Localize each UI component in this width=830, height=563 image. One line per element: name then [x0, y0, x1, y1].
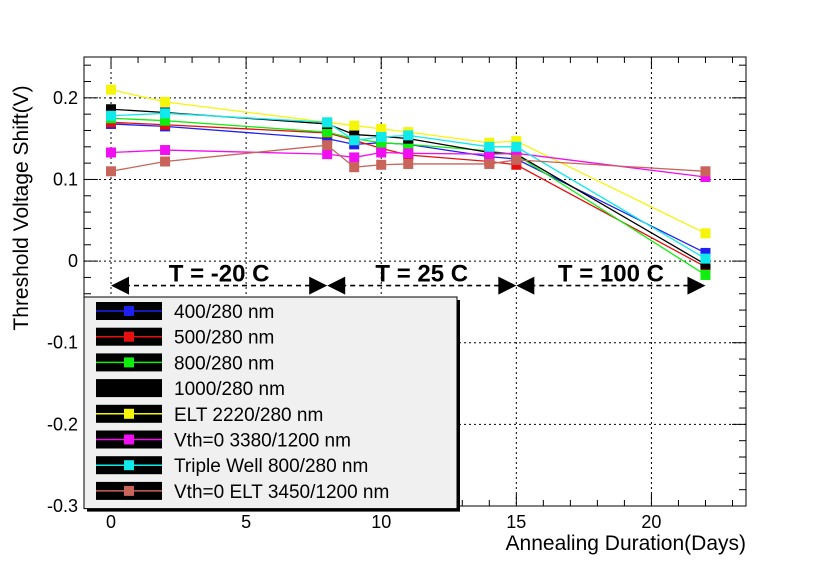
data-point: [700, 259, 711, 270]
x-tick-label: 10: [371, 512, 391, 532]
data-point: [403, 130, 414, 141]
data-point: [322, 117, 333, 128]
data-point: [160, 115, 171, 126]
x-tick-label: 5: [241, 512, 251, 532]
legend-swatch-marker: [124, 306, 134, 316]
data-point: [403, 148, 414, 159]
data-point: [700, 228, 711, 239]
data-point: [511, 136, 522, 147]
period-label: T = -20 C: [169, 261, 270, 288]
y-tick-label: 0.1: [53, 169, 78, 189]
x-tick-label: 0: [106, 512, 116, 532]
legend-label: Vth=0 ELT 3450/1200 nm: [174, 482, 389, 503]
data-point: [106, 110, 117, 121]
data-point: [376, 147, 387, 158]
data-point: [322, 133, 333, 144]
data-point: [376, 159, 387, 170]
data-point: [403, 139, 414, 150]
data-point: [700, 166, 711, 177]
data-point: [511, 154, 522, 165]
data-point: [322, 127, 333, 138]
legend: 400/280 nm 500/280 nm 800/280 nm 1000/280 n…: [83, 296, 460, 512]
data-point: [484, 141, 495, 152]
data-point: [700, 269, 711, 280]
data-point: [700, 172, 711, 183]
data-point: [349, 129, 360, 140]
data-point: [106, 84, 117, 95]
legend-label: 400/280 nm: [174, 302, 274, 323]
y-tick-label: -0.2: [47, 414, 78, 434]
data-point: [160, 145, 171, 156]
period-label: T = 100 C: [558, 261, 664, 288]
data-point: [349, 162, 360, 173]
legend-swatch-marker: [124, 434, 134, 445]
y-tick-label: 0: [68, 251, 78, 271]
data-point: [106, 104, 117, 115]
data-point: [403, 158, 414, 169]
data-point: [511, 141, 522, 152]
legend-label: Triple Well 800/280 nm: [174, 456, 368, 477]
data-point: [376, 137, 387, 148]
data-point: [511, 148, 522, 159]
period-arrow-right: [498, 276, 517, 295]
legend-label: 800/280 nm: [174, 353, 274, 374]
legend-swatch-marker: [124, 383, 134, 394]
period-arrow-right: [687, 276, 706, 295]
legend-swatch-marker: [124, 485, 134, 496]
x-axis-title: Annealing Duration(Days): [506, 532, 746, 555]
y-axis-title: Threshold Voltage Shift(V): [10, 85, 33, 330]
legend-swatch-marker: [124, 408, 134, 419]
period-arrow-right: [309, 276, 328, 295]
period-arrow-left: [516, 276, 535, 295]
annealing-periods: T = -20 C T = 25 C T = 100 C: [111, 261, 706, 295]
data-point: [484, 149, 495, 160]
data-point: [160, 156, 171, 167]
data-point: [322, 140, 333, 151]
data-point: [349, 135, 360, 146]
legend-swatch-marker: [124, 460, 134, 471]
legend-label: ELT 2220/280 nm: [174, 405, 323, 426]
data-point: [106, 147, 117, 158]
data-point: [376, 132, 387, 143]
data-point: [106, 166, 117, 177]
x-tick-label: 15: [506, 512, 526, 532]
period-label: T = 25 C: [375, 261, 468, 288]
legend-label: 500/280 nm: [174, 328, 274, 349]
data-point: [160, 108, 171, 119]
data-point: [322, 149, 333, 160]
y-tick-label: -0.3: [47, 496, 78, 516]
y-tick-label: -0.1: [47, 333, 78, 353]
period-arrow-left: [327, 276, 346, 295]
y-tick-label: 0.2: [53, 88, 78, 108]
data-point: [160, 96, 171, 107]
data-point: [484, 158, 495, 169]
legend-label: Vth=0 3380/1200 nm: [174, 431, 351, 452]
data-point: [376, 123, 387, 134]
data-point: [349, 152, 360, 163]
data-point: [700, 247, 711, 258]
x-tick-label: 20: [641, 512, 661, 532]
series-group: [106, 84, 711, 280]
period-arrow-left: [111, 276, 130, 295]
legend-label: 1000/280 nm: [174, 379, 285, 400]
legend-swatch-marker: [124, 331, 134, 342]
data-point: [700, 253, 711, 264]
legend-swatch-marker: [124, 357, 134, 368]
data-point: [349, 120, 360, 131]
